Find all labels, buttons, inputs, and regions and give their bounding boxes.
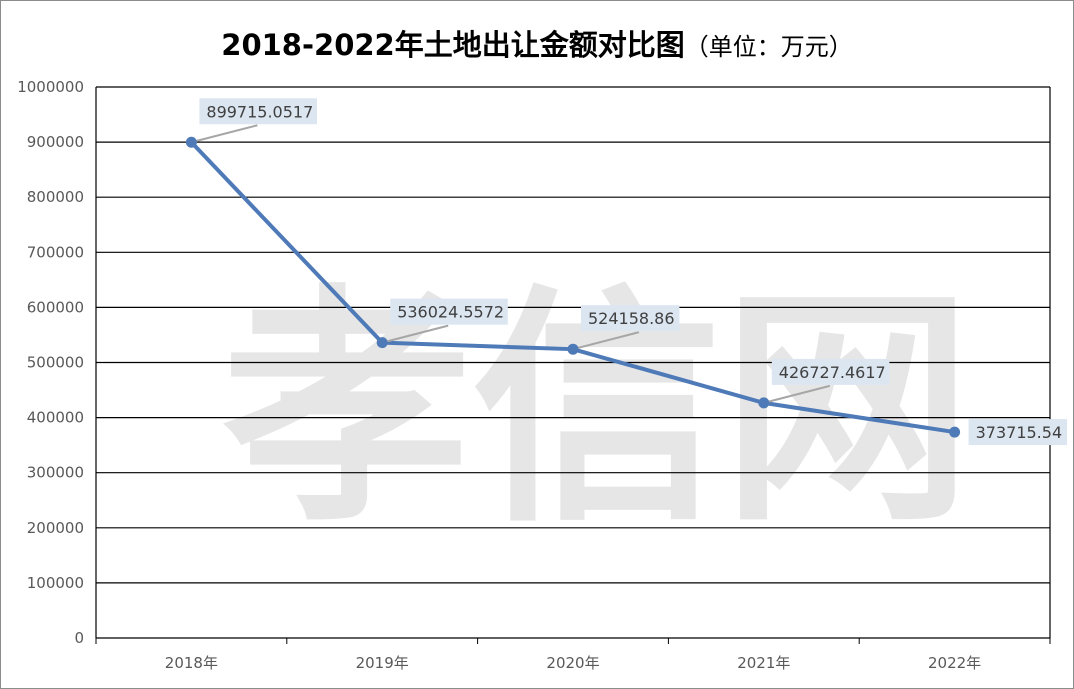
data-label-leader [763,384,831,404]
chart-title-unit: （单位：万元） [685,33,853,61]
y-tick-label: 500000 [27,354,84,372]
data-label-background [581,305,680,332]
data-label: 899715.0517 [206,102,313,121]
y-tick-label: 400000 [27,409,84,427]
x-axis-tick-labels: 2018年 2019年 2020年 2021年 2022年 [165,654,981,672]
data-label: 373715.54 [976,423,1063,442]
data-label-leader [191,124,258,144]
y-tick-label: 700000 [27,243,84,261]
x-tick-label: 2018年 [165,654,218,672]
chart-title: 2018-2022年土地出让金额对比图（单位：万元） [221,28,852,62]
x-tick-label: 2021年 [737,654,790,672]
x-tick-label: 2019年 [356,654,409,672]
y-tick-label: 600000 [27,298,84,316]
data-label: 536024.5572 [397,303,504,322]
data-label: 524158.86 [588,309,675,328]
y-tick-label: 200000 [27,519,84,537]
plot-area: 899715.0517 536024.5572 524158.86 426727.46… [185,98,1067,446]
data-point [758,397,770,409]
y-tick-label: 900000 [27,133,84,151]
y-tick-label: 100000 [27,574,84,592]
x-tick-label: 2022年 [928,654,981,672]
x-tick-label: 2020年 [546,654,599,672]
data-label-background [199,98,317,125]
y-tick-label: 0 [74,629,84,647]
data-label-background [390,298,508,325]
y-axis-tick-labels: 0 100000 200000 300000 400000 500000 600000 700… [17,78,84,647]
data-label-background [968,419,1067,446]
y-tick-label: 800000 [27,188,84,206]
chart-title-main: 2018-2022年土地出让金额对比图 [221,28,684,62]
data-label-leader [381,324,449,344]
grid-lines [95,86,1051,644]
data-point [185,136,197,148]
data-label: 426727.4617 [779,363,886,382]
y-tick-label: 1000000 [17,78,84,96]
data-label-background [771,358,890,385]
data-label-leader [572,331,640,351]
y-tick-label: 300000 [27,464,84,482]
data-point [567,343,579,355]
data-point [376,337,388,349]
data-point [949,426,961,438]
